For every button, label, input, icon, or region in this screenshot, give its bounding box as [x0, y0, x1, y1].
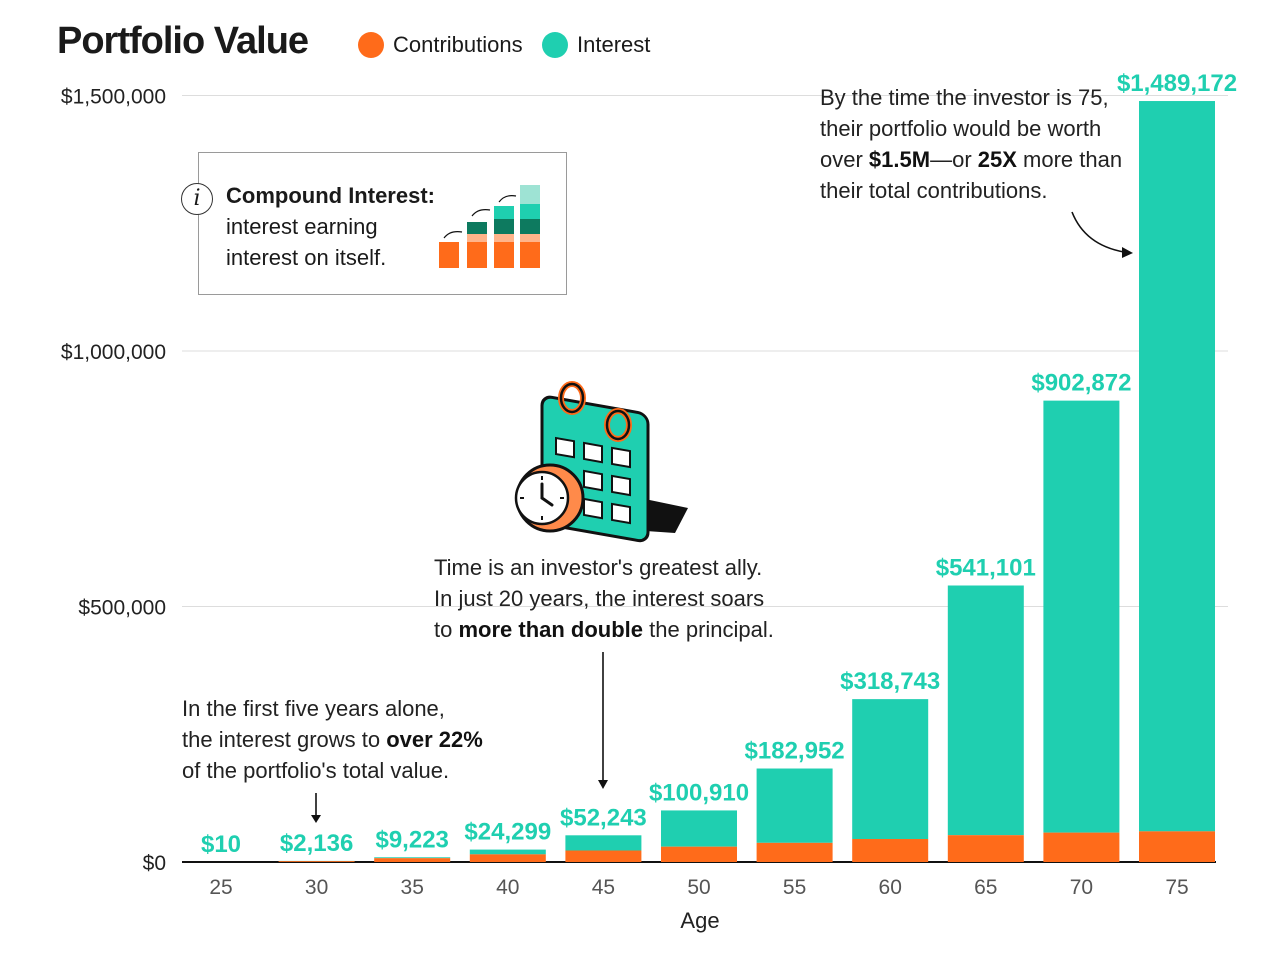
annotation-arrow-2 — [598, 652, 608, 789]
annotation-3-line3-pre: over — [820, 147, 869, 172]
value-label: $902,872 — [1031, 370, 1131, 397]
bar-interest — [565, 835, 642, 851]
annotation-1-highlight: over 22% — [386, 727, 483, 752]
interest-swatch — [542, 32, 568, 58]
legend-contributions: Contributions — [358, 32, 523, 58]
bar-contributions — [1043, 832, 1120, 862]
bar-interest — [374, 857, 451, 859]
bar-contributions — [756, 842, 833, 862]
info-box-line1: interest earning — [226, 214, 378, 239]
x-tick-label: 30 — [305, 876, 328, 899]
value-label: $318,743 — [840, 668, 940, 695]
annotation-time-ally: Time is an investor's greatest ally. In … — [434, 552, 774, 645]
bar-contributions — [469, 854, 546, 862]
annotation-1-line1: In the first five years alone, — [182, 696, 445, 721]
x-tick-label: 70 — [1070, 876, 1093, 899]
annotation-arrow-3 — [1071, 211, 1133, 258]
legend-interest: Interest — [542, 32, 650, 58]
bar-contributions — [565, 850, 642, 862]
info-box-title: Compound Interest: — [226, 183, 435, 208]
annotation-3-highlight-2: 25X — [977, 147, 1017, 172]
bar-contributions — [1139, 831, 1215, 862]
annotation-3-line1: By the time the investor is 75, — [820, 85, 1109, 110]
x-tick-label: 60 — [879, 876, 902, 899]
annotation-3-line4: their total contributions. — [820, 178, 1048, 203]
annotation-age-75: By the time the investor is 75, their po… — [820, 82, 1122, 206]
bar-interest — [1043, 400, 1120, 833]
value-label: $100,910 — [649, 779, 749, 806]
bar-contributions — [661, 846, 737, 862]
x-tick-label: 45 — [592, 876, 615, 899]
bar-contributions — [947, 835, 1024, 862]
x-tick-label: 35 — [401, 876, 424, 899]
annotation-2-line2: In just 20 years, the interest soars — [434, 586, 765, 611]
annotation-2-line3-post: the principal. — [643, 617, 774, 642]
annotation-1-line3: of the portfolio's total value. — [182, 758, 450, 783]
annotation-2-line1: Time is an investor's greatest ally. — [434, 555, 763, 580]
annotation-3-line3-post: more than — [1016, 147, 1123, 172]
annotation-2-highlight: more than double — [458, 617, 644, 642]
value-label: $182,952 — [745, 738, 845, 765]
annotation-3-highlight-1: $1.5M — [868, 147, 931, 172]
calendar-clock-illustration — [514, 381, 688, 543]
bar-interest — [1139, 101, 1215, 832]
bar-interest — [947, 585, 1024, 836]
annotation-first-five-years: In the first five years alone, the inter… — [182, 693, 483, 786]
compound-growth-mini-icon — [439, 185, 540, 268]
value-label: $10 — [201, 831, 241, 858]
bar-interest — [852, 699, 929, 840]
legend-label-contributions: Contributions — [393, 32, 523, 57]
y-tick-label: $1,500,000 — [61, 86, 166, 109]
annotation-1-line2-text: the interest grows to — [182, 727, 387, 752]
annotation-3-line3-mid: —or — [930, 147, 978, 172]
info-box-line2: interest on itself. — [226, 245, 387, 270]
value-label: $24,299 — [464, 819, 551, 846]
bar-contributions — [278, 861, 355, 862]
x-tick-label: 75 — [1165, 876, 1188, 899]
annotation-1-line2: the interest grows to over 22% — [182, 724, 483, 755]
x-tick-label: 50 — [687, 876, 710, 899]
contributions-swatch — [358, 32, 384, 58]
bar-interest — [661, 810, 737, 847]
x-axis-label: Age — [680, 908, 719, 933]
compound-interest-text: Compound Interest: interest earning inte… — [226, 180, 435, 273]
value-label: $2,136 — [280, 830, 353, 857]
x-tick-label: 65 — [974, 876, 997, 899]
value-label: $1,489,172 — [1117, 70, 1237, 97]
value-label: $52,243 — [560, 804, 647, 831]
bar-interest — [469, 849, 546, 855]
annotation-arrow-1 — [311, 793, 321, 823]
annotation-2-line3-pre: to — [434, 617, 459, 642]
x-tick-label: 40 — [496, 876, 519, 899]
value-label: $9,223 — [375, 826, 448, 853]
y-tick-label: $0 — [143, 852, 166, 875]
bar-contributions — [374, 858, 451, 862]
bar-contributions — [852, 839, 929, 862]
bar-interest — [756, 768, 833, 843]
annotation-3-line3: over $1.5M—or 25X more than — [820, 144, 1122, 175]
chart-title: Portfolio Value — [57, 20, 309, 62]
annotation-2-line3: to more than double the principal. — [434, 614, 774, 645]
x-tick-label: 25 — [209, 876, 232, 899]
legend-label-interest: Interest — [577, 32, 651, 57]
x-tick-label: 55 — [783, 876, 806, 899]
y-tick-label: $1,000,000 — [61, 341, 166, 364]
annotation-3-line2: their portfolio would be worth — [820, 116, 1102, 141]
y-tick-label: $500,000 — [78, 597, 166, 620]
value-label: $541,101 — [936, 554, 1036, 581]
info-icon: i — [181, 183, 213, 215]
